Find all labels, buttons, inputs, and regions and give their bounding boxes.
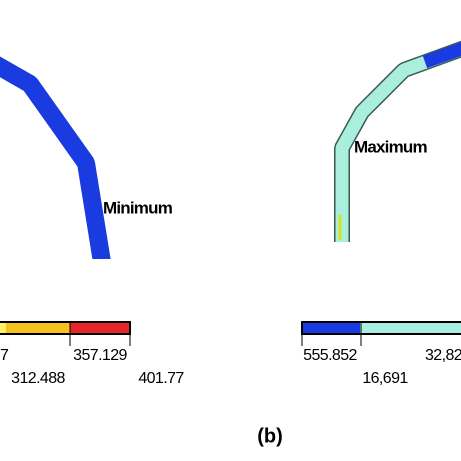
colorbar-label: 16,691 bbox=[362, 370, 408, 387]
left-colorbar: 7 357.129 312.488 401.77 bbox=[0, 321, 185, 387]
annotation: Maximum bbox=[354, 137, 427, 156]
annotation: Minimum bbox=[103, 198, 173, 217]
colorbar-label: 555.852 bbox=[303, 347, 357, 364]
color-segment bbox=[302, 322, 360, 334]
left-geometry-cut bbox=[80, 259, 120, 271]
color-segment bbox=[360, 322, 461, 334]
colorbar-label: 7 bbox=[0, 347, 9, 364]
colorbar-label: 357.129 bbox=[73, 347, 127, 364]
caption: (b) bbox=[257, 425, 283, 447]
colorbar-label: 401.77 bbox=[138, 370, 184, 387]
left-geometry bbox=[0, 56, 111, 264]
color-segment bbox=[0, 322, 6, 334]
right-colorbar: 555.852 32,82 16,691 bbox=[301, 321, 461, 387]
colorbar-label: 32,82 bbox=[425, 347, 461, 364]
colorbar-label: 312.488 bbox=[11, 370, 65, 387]
color-segment bbox=[70, 322, 130, 334]
color-segment bbox=[6, 322, 70, 334]
right-geometry-hot bbox=[422, 42, 461, 69]
